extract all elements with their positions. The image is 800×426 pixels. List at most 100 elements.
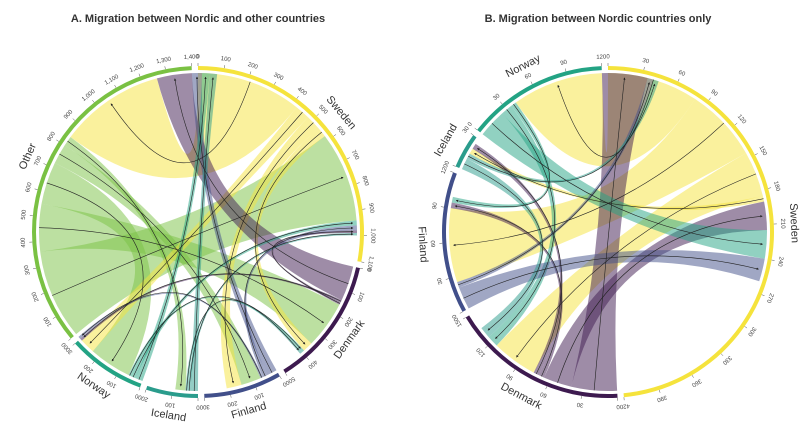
panel-b-region-label-denmark: Denmark (499, 381, 545, 413)
panel-b-tick-label-sweden-300: 300 (746, 325, 757, 337)
panel-a-tick-label-sweden-800: 800 (360, 175, 369, 187)
panel-a-ribbon-other-to-sweden (40, 136, 357, 335)
panel-b-flow-line-finland-to-norway (457, 82, 650, 286)
panel-a-tick-label-other-100: 100 (43, 315, 54, 327)
panel-b-flow-line-iceland-to-denmark (464, 163, 543, 331)
panel-b-tick-label-sweden-330: 330 (721, 354, 733, 366)
panel-b-tick-label-sweden-270: 270 (765, 292, 775, 304)
panel-b-tick-label-finland-90: 90 (432, 201, 439, 209)
panel-a-tick-label-finland-200: 200 (226, 399, 238, 407)
panel-a-tick-label-sweden-300: 300 (272, 72, 284, 82)
panel-a-tick-denmark-100 (352, 293, 356, 295)
panel-a-tick-label-finland-300: 300 (199, 403, 210, 409)
panel-b-tick-label-denmark-0: 0 (616, 403, 620, 409)
panel-a-tick-norway-200 (92, 361, 95, 365)
panel-a-tick-label-iceland-0: 0 (196, 403, 200, 409)
panel-a-tick-label-sweden-400: 400 (296, 86, 308, 97)
panel-b-tick-label-sweden-60: 60 (677, 70, 686, 79)
panel-a-tick-label-sweden-100: 100 (220, 56, 231, 64)
panel-a-tick-label-other-0: 0 (61, 340, 68, 347)
panel-b-tick-norway-60 (530, 81, 533, 85)
panel-a-tick-label-denmark-100: 100 (355, 291, 365, 303)
panel-a-tick-label-iceland-200: 200 (137, 393, 149, 402)
panel-b-tick-label-denmark-60: 60 (539, 390, 548, 398)
panel-a-flow-line-other-to-iceland (67, 140, 184, 387)
panel-b-tick-label-sweden-420: 420 (619, 402, 630, 409)
panel-a-tick-label-other-1100: 1,100 (104, 74, 121, 87)
panel-a-tick-label-norway-200: 200 (83, 362, 95, 373)
panel-a-tick-denmark-500 (285, 372, 288, 376)
panel-a-tick-other-1100 (114, 84, 117, 88)
panel-a-tick-label-other-400: 400 (21, 237, 28, 248)
panel-a-tick-sweden-300 (274, 81, 276, 85)
panel-a-tick-label-other-800: 800 (47, 131, 58, 143)
panel-b-tick-sweden-60 (677, 78, 680, 82)
panel-b-tick-sweden-270 (761, 294, 765, 297)
panel-a-flow-line-other-to-finland (59, 153, 251, 379)
panel-b-tick-denmark-150 (462, 317, 466, 320)
panel-a-tick-other-1200 (138, 73, 141, 77)
panel-a-ribbon-other-to-norway (41, 162, 152, 375)
panel-a-flow-line-other-to-sweden (52, 176, 344, 296)
panel-a-flow-line-denmark-to-norway (83, 273, 342, 338)
panel-a-sector-iceland (146, 385, 198, 398)
panel-a-flow-line-denmark-to-other (173, 78, 349, 284)
panel-a-sector-finland (204, 372, 280, 398)
panel-a-ribbon-sweden-to-other (70, 73, 297, 179)
panel-a-tick-label-sweden-1000: 1,000 (369, 228, 375, 244)
panel-a-tick-label-other-700: 700 (34, 155, 44, 167)
panel-b-tick-sweden-330 (720, 353, 724, 356)
panel-b-tick-finland-30 (445, 278, 449, 280)
panel-b-tick-denmark-60 (545, 386, 548, 390)
panel-a-ribbon-other-to-denmark (38, 203, 340, 344)
panel-b-flow-line-iceland-to-norway (468, 83, 656, 183)
panel-a-tick-finland-100 (255, 387, 258, 391)
panel-b-tick-label-sweden-360: 360 (690, 377, 702, 388)
panel-b-tick-label-sweden-120: 120 (736, 114, 747, 126)
panel-a-tick-label-denmark-200: 200 (342, 316, 353, 328)
panel-a-tick-label-denmark-400: 400 (306, 358, 318, 370)
panel-b-tick-iceland-30 (470, 133, 474, 136)
panel-b-tick-sweden-150 (754, 153, 758, 156)
panel-a-ribbons (38, 73, 358, 392)
panel-b-tick-sweden-30 (643, 66, 645, 70)
panel-a-ribbon-sweden-to-finland (220, 117, 319, 389)
panel-a-tick-label-finland-0: 0 (281, 380, 287, 387)
panel-a-flow-line-norway-to-sweden (132, 221, 354, 378)
panel-a-ribbon-sweden-to-denmark (254, 128, 325, 351)
panel-b-tick-label-denmark-150: 150 (453, 315, 464, 327)
panel-a-tick-other-200 (40, 293, 44, 295)
panel-a-tick-label-other-300: 300 (24, 264, 32, 276)
panel-a-tick-label-other-500: 500 (21, 209, 28, 220)
panel-b-tick-label-norway-30: 30 (492, 93, 501, 102)
panel-b-title: B. Migration between Nordic countries on… (485, 13, 713, 25)
panel-a-flow-line-finland-to-sweden (244, 226, 354, 377)
panel-b-region-label-finland: Finland (415, 226, 429, 263)
panel-a-tick-other-300 (33, 267, 37, 270)
panel-b-flow-lines (453, 77, 764, 391)
panel-b-tick-label-sweden-210: 210 (779, 218, 786, 229)
panel-b-flow-line-denmark-to-finland (454, 205, 562, 377)
panel-b-sector-denmark (465, 315, 618, 398)
panel-b-flow-line-norway-to-finland (455, 103, 551, 208)
panel-b-flow-line-sweden-to-denmark (516, 173, 757, 358)
panel-a-flow-line-iceland-to-other (193, 77, 215, 391)
panel-b-tick-label-norway-90: 90 (560, 59, 569, 67)
panel-b-ribbon-norway-to-finland (451, 102, 551, 208)
panel-b-ribbon-denmark-to-sweden (544, 201, 767, 387)
panel-b-tick-label-iceland-0: 0 (444, 160, 451, 166)
panel-b-flow-line-denmark-to-sweden (557, 215, 763, 383)
panel-b-sector-iceland (455, 135, 477, 168)
panel-a-tick-finland-0 (279, 376, 282, 380)
panel-b-tick-label-finland-60: 60 (431, 240, 437, 248)
panel-a-tick-iceland-200 (144, 389, 147, 393)
panel-b-flow-line-sweden-to-finland (453, 122, 724, 247)
panel-b-flow-line-sweden-to-norway (557, 79, 654, 158)
panel-b-tick-sweden-390 (658, 389, 661, 393)
panel-a-tick-other-1000 (92, 99, 95, 103)
panel-a-tick-label-sweden-500: 500 (317, 104, 329, 116)
panel-b-tick-sweden-180 (768, 187, 772, 189)
panel-a: 0 1002003004005006007008009001,0001,100Sw… (17, 54, 376, 424)
panel-a-sector-norway (74, 340, 142, 388)
